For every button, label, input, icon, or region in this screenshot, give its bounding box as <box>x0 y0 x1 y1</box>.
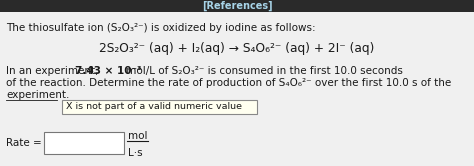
Text: 2S₂O₃²⁻ (aq) + I₂(aq) → S₄O₆²⁻ (aq) + 2I⁻ (aq): 2S₂O₃²⁻ (aq) + I₂(aq) → S₄O₆²⁻ (aq) + 2I… <box>100 42 374 55</box>
Text: In an experiment,: In an experiment, <box>6 66 102 76</box>
Text: [References]: [References] <box>202 1 272 11</box>
Text: 7.43 × 10⁻³: 7.43 × 10⁻³ <box>75 66 142 76</box>
Text: of the reaction. Determine the rate of production of S₄O₆²⁻ over the first 10.0 : of the reaction. Determine the rate of p… <box>6 78 451 88</box>
Bar <box>44 132 124 154</box>
Text: mol: mol <box>128 131 147 141</box>
Text: Rate =: Rate = <box>6 138 42 148</box>
Text: The thiosulfate ion (S₂O₃²⁻) is oxidized by iodine as follows:: The thiosulfate ion (S₂O₃²⁻) is oxidized… <box>6 23 316 33</box>
Bar <box>62 100 257 114</box>
Text: experiment.: experiment. <box>6 90 69 100</box>
Text: mol/L of S₂O₃²⁻ is consumed in the first 10.0 seconds: mol/L of S₂O₃²⁻ is consumed in the first… <box>123 66 403 76</box>
Text: L·s: L·s <box>128 148 143 158</box>
Text: X is not part of a valid numeric value: X is not part of a valid numeric value <box>66 102 242 111</box>
Bar <box>0 0 474 12</box>
